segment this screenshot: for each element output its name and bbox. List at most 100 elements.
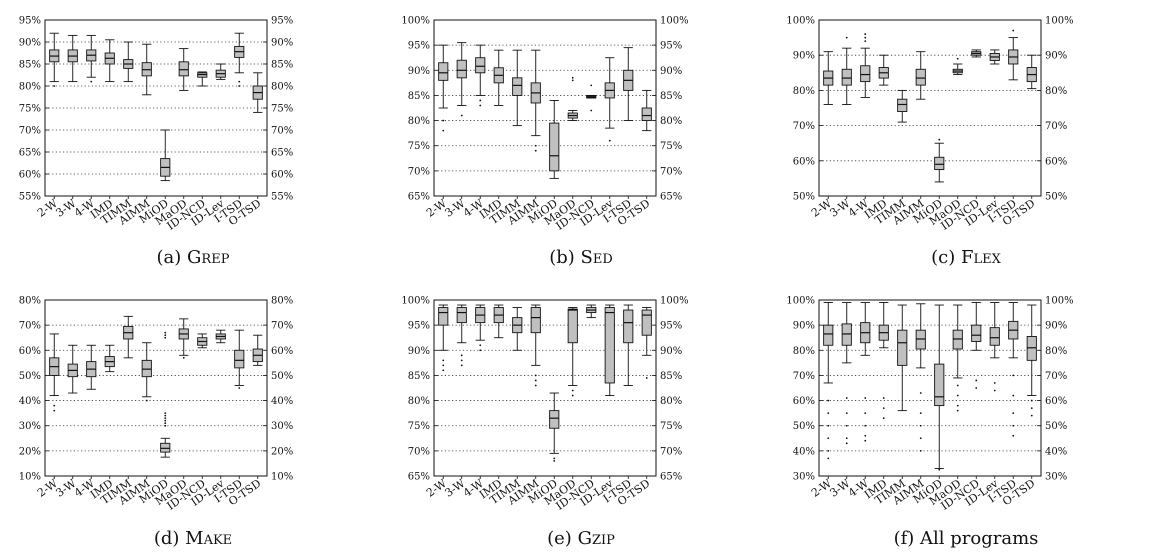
- box-TIMM: [123, 315, 134, 359]
- y-tick-label-left: 70%: [19, 321, 41, 332]
- box-I-TSD: [1008, 29, 1019, 81]
- iqr-box: [934, 156, 945, 171]
- outlier-point: [1030, 407, 1033, 410]
- y-tick-label-right: 70%: [271, 126, 293, 137]
- outlier-point: [590, 109, 593, 112]
- outlier-point: [164, 412, 167, 415]
- iqr-box: [641, 107, 652, 122]
- box-ID-Lev: [604, 57, 615, 142]
- y-tick-label-left: 60%: [793, 396, 815, 407]
- y-tick-label-right: 20%: [271, 446, 293, 457]
- box-AIMM: [915, 303, 926, 452]
- box-plot-grid: 55% 55% 60% 60% 65% 65% 70% 70% 75% 75% 80% 80% 85% 8…: [19, 16, 1074, 513]
- iqr-box: [897, 329, 908, 366]
- iqr-box: [841, 323, 852, 346]
- box-ID-NCD: [586, 304, 597, 319]
- y-tick-label-left: 20%: [19, 446, 41, 457]
- box-AIMM: [915, 51, 926, 100]
- y-tick-label-right: 70%: [1045, 371, 1067, 382]
- outlier-point: [164, 331, 167, 334]
- y-tick-label-left: 50%: [793, 421, 815, 432]
- caption-c-name: Flex: [961, 247, 1001, 268]
- box-4-W: [475, 44, 486, 107]
- y-tick-label-right: 30%: [271, 421, 293, 432]
- caption-b-name: Sed: [580, 247, 613, 268]
- iqr-box: [915, 329, 926, 350]
- iqr-box: [178, 61, 189, 77]
- y-tick-label-right: 60%: [271, 346, 293, 357]
- box-MaOD: [567, 307, 578, 397]
- y-tick-label-right: 70%: [1045, 121, 1067, 132]
- iqr-box: [438, 307, 449, 326]
- iqr-box: [860, 65, 871, 83]
- y-tick-label-right: 85%: [660, 91, 682, 102]
- y-tick-label-left: 80%: [408, 116, 430, 127]
- box-3-W: [67, 344, 78, 394]
- outlier-point: [53, 404, 56, 407]
- box-MiOD: [549, 392, 560, 462]
- box-ID-NCD: [197, 71, 208, 87]
- outlier-point: [919, 449, 922, 452]
- y-tick-label-left: 100%: [786, 296, 815, 307]
- box-AIMM: [141, 342, 152, 402]
- y-tick-label-left: 65%: [408, 192, 430, 203]
- box-MaOD: [567, 76, 578, 122]
- iqr-box: [971, 324, 982, 342]
- y-tick-label-left: 80%: [19, 296, 41, 307]
- caption-a-prefix: (a): [156, 247, 182, 268]
- outlier-point: [1012, 394, 1015, 397]
- box-2-W: [823, 302, 834, 460]
- y-tick-label-right: 70%: [660, 166, 682, 177]
- panel-e: 65% 65% 70% 70% 75% 75% 80% 80% 85% 85% 90% 90% 95% 9…: [401, 296, 688, 513]
- plot-frame: [433, 19, 657, 197]
- caption-c: (c) Flex: [816, 247, 1116, 268]
- outlier-point: [571, 76, 574, 79]
- box-3-W: [67, 34, 78, 83]
- y-tick-label-left: 50%: [19, 371, 41, 382]
- y-tick-label-right: 80%: [1045, 86, 1067, 97]
- y-tick-label-left: 70%: [408, 446, 430, 457]
- outlier-point: [845, 412, 848, 415]
- outlier-point: [1012, 412, 1015, 415]
- outlier-point: [182, 356, 185, 359]
- box-MiOD: [934, 138, 945, 183]
- y-tick-label-left: 65%: [408, 472, 430, 483]
- outlier-point: [956, 384, 959, 387]
- y-tick-label-right: 85%: [660, 371, 682, 382]
- outlier-point: [442, 119, 445, 122]
- caption-b-prefix: (b): [549, 247, 575, 268]
- iqr-box: [438, 62, 449, 81]
- y-tick-label-left: 100%: [401, 296, 430, 307]
- y-tick-label-right: 30%: [1045, 472, 1067, 483]
- y-tick-label-right: 55%: [271, 192, 293, 203]
- box-4-W: [475, 304, 486, 352]
- box-MiOD: [549, 100, 560, 179]
- plot-frame: [433, 299, 657, 477]
- outlier-point: [479, 99, 482, 102]
- box-AIMM: [141, 43, 152, 96]
- iqr-box: [456, 59, 467, 79]
- caption-e-prefix: (e): [547, 528, 572, 549]
- outlier-point: [864, 434, 867, 437]
- box-O-TSD: [252, 72, 263, 113]
- iqr-box: [567, 308, 578, 344]
- y-tick-label-left: 100%: [786, 16, 815, 27]
- outlier-point: [919, 392, 922, 394]
- outlier-point: [827, 457, 830, 460]
- outlier-point: [479, 349, 482, 352]
- y-tick-label-left: 65%: [19, 148, 41, 159]
- y-tick-label-left: 60%: [19, 170, 41, 181]
- y-tick-label-right: 80%: [271, 296, 293, 307]
- y-tick-label-left: 40%: [19, 396, 41, 407]
- y-tick-label-left: 70%: [793, 121, 815, 132]
- box-4-W: [860, 302, 871, 442]
- y-tick-label-right: 90%: [660, 66, 682, 77]
- box-IMD: [493, 49, 504, 106]
- y-tick-label-right: 60%: [1045, 396, 1067, 407]
- caption-b: (b) Sed: [431, 247, 731, 268]
- outlier-point: [442, 359, 445, 362]
- box-IMD: [104, 344, 115, 373]
- panel-c: 50% 50%60% 60%70% 70%80% 80%90% 90%100% 100%2-…: [786, 16, 1073, 233]
- outlier-point: [164, 414, 167, 417]
- y-tick-label-right: 10%: [271, 472, 293, 483]
